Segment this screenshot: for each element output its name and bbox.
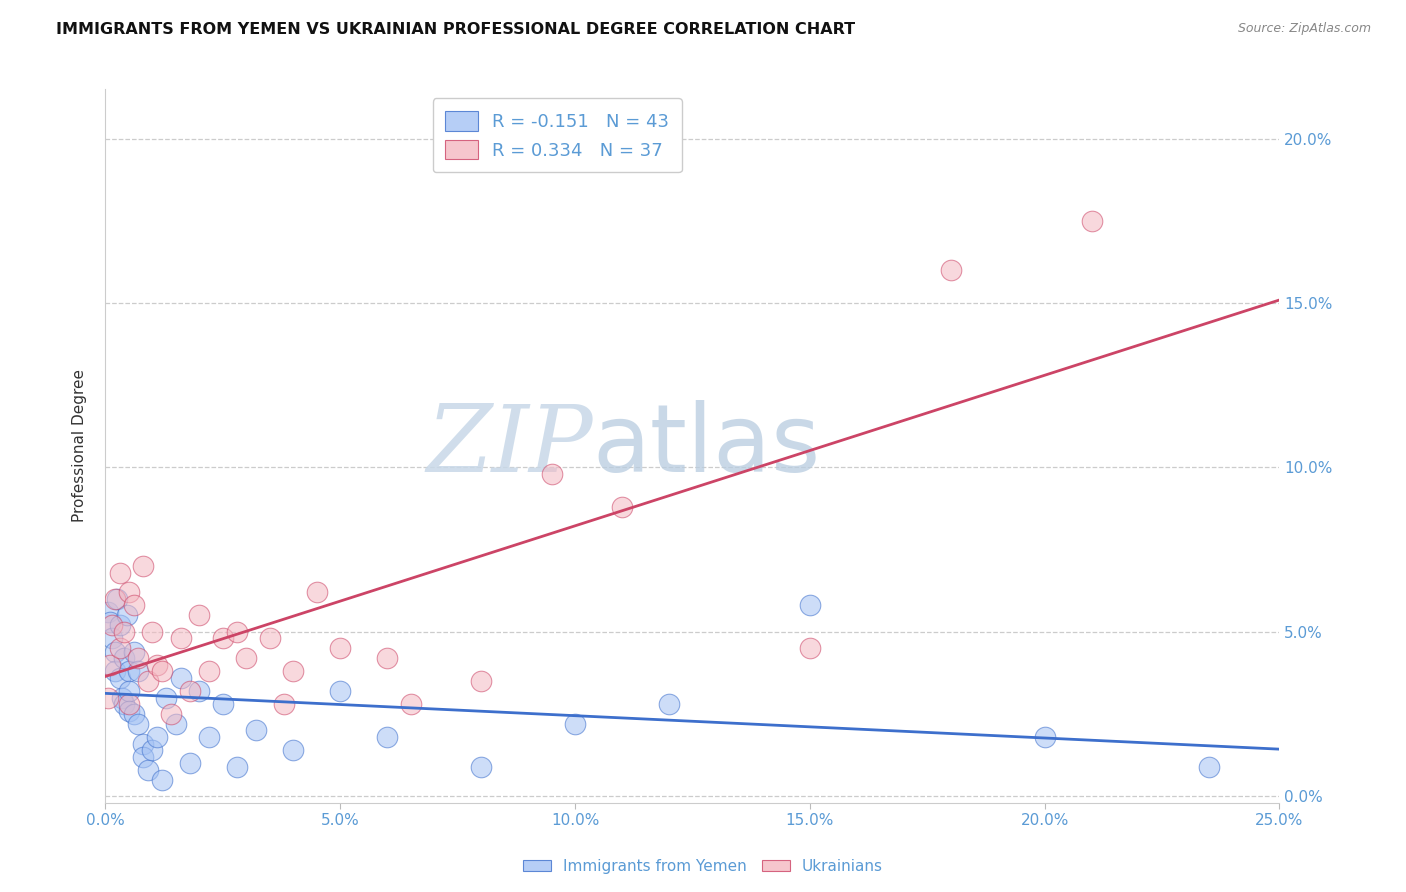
Point	[150, 665, 173, 679]
Point	[104, 591, 127, 606]
Point	[283, 743, 305, 757]
Point	[165, 717, 187, 731]
Point	[108, 641, 131, 656]
Point	[141, 743, 163, 757]
Point	[112, 651, 135, 665]
Point	[188, 684, 211, 698]
Point	[118, 704, 141, 718]
Point	[169, 671, 191, 685]
Point	[118, 697, 141, 711]
Point	[104, 644, 127, 658]
Point	[132, 559, 155, 574]
Point	[179, 756, 201, 771]
Point	[101, 618, 124, 632]
Point	[1080, 213, 1102, 227]
Point	[111, 690, 134, 705]
Point	[146, 657, 169, 672]
Point	[540, 467, 562, 481]
Point	[108, 566, 131, 580]
Point	[188, 608, 211, 623]
Point	[211, 632, 233, 646]
Point	[470, 674, 492, 689]
Point	[273, 697, 295, 711]
Text: IMMIGRANTS FROM YEMEN VS UKRAINIAN PROFESSIONAL DEGREE CORRELATION CHART: IMMIGRANTS FROM YEMEN VS UKRAINIAN PROFE…	[56, 22, 855, 37]
Point	[235, 651, 257, 665]
Point	[136, 674, 159, 689]
Point	[97, 605, 120, 619]
Text: ZIP: ZIP	[426, 401, 593, 491]
Text: Source: ZipAtlas.com: Source: ZipAtlas.com	[1237, 22, 1371, 36]
Point	[283, 665, 305, 679]
Point	[329, 684, 352, 698]
Point	[226, 759, 249, 773]
Point	[115, 608, 138, 623]
Point	[610, 500, 633, 514]
Point	[136, 763, 159, 777]
Point	[245, 723, 267, 738]
Point	[112, 697, 135, 711]
Point	[122, 599, 145, 613]
Point	[169, 632, 191, 646]
Point	[305, 585, 328, 599]
Point	[132, 749, 155, 764]
Point	[939, 263, 962, 277]
Point	[470, 759, 492, 773]
Point	[127, 651, 149, 665]
Point	[375, 730, 398, 744]
Point	[118, 684, 141, 698]
Point	[118, 585, 141, 599]
Point	[329, 641, 352, 656]
Point	[112, 624, 135, 639]
Text: atlas: atlas	[593, 400, 821, 492]
Point	[226, 624, 249, 639]
Point	[259, 632, 281, 646]
Point	[564, 717, 586, 731]
Point	[122, 644, 145, 658]
Point	[799, 641, 821, 656]
Point	[1198, 759, 1220, 773]
Point	[101, 632, 124, 646]
Point	[108, 671, 131, 685]
Point	[197, 730, 219, 744]
Point	[375, 651, 398, 665]
Point	[97, 690, 120, 705]
Point	[150, 772, 173, 787]
Point	[1033, 730, 1056, 744]
Point	[146, 730, 169, 744]
Legend: Immigrants from Yemen, Ukrainians: Immigrants from Yemen, Ukrainians	[517, 853, 889, 880]
Point	[399, 697, 422, 711]
Point	[98, 615, 121, 629]
Point	[132, 737, 155, 751]
Point	[104, 665, 127, 679]
Legend: R = -0.151   N = 43, R = 0.334   N = 37: R = -0.151 N = 43, R = 0.334 N = 37	[433, 98, 682, 172]
Point	[211, 697, 233, 711]
Y-axis label: Professional Degree: Professional Degree	[72, 369, 87, 523]
Point	[98, 657, 121, 672]
Point	[160, 706, 183, 721]
Point	[122, 706, 145, 721]
Point	[127, 717, 149, 731]
Point	[141, 624, 163, 639]
Point	[197, 665, 219, 679]
Point	[179, 684, 201, 698]
Point	[658, 697, 681, 711]
Point	[127, 665, 149, 679]
Point	[799, 599, 821, 613]
Point	[118, 665, 141, 679]
Point	[108, 618, 131, 632]
Point	[105, 591, 128, 606]
Point	[155, 690, 177, 705]
